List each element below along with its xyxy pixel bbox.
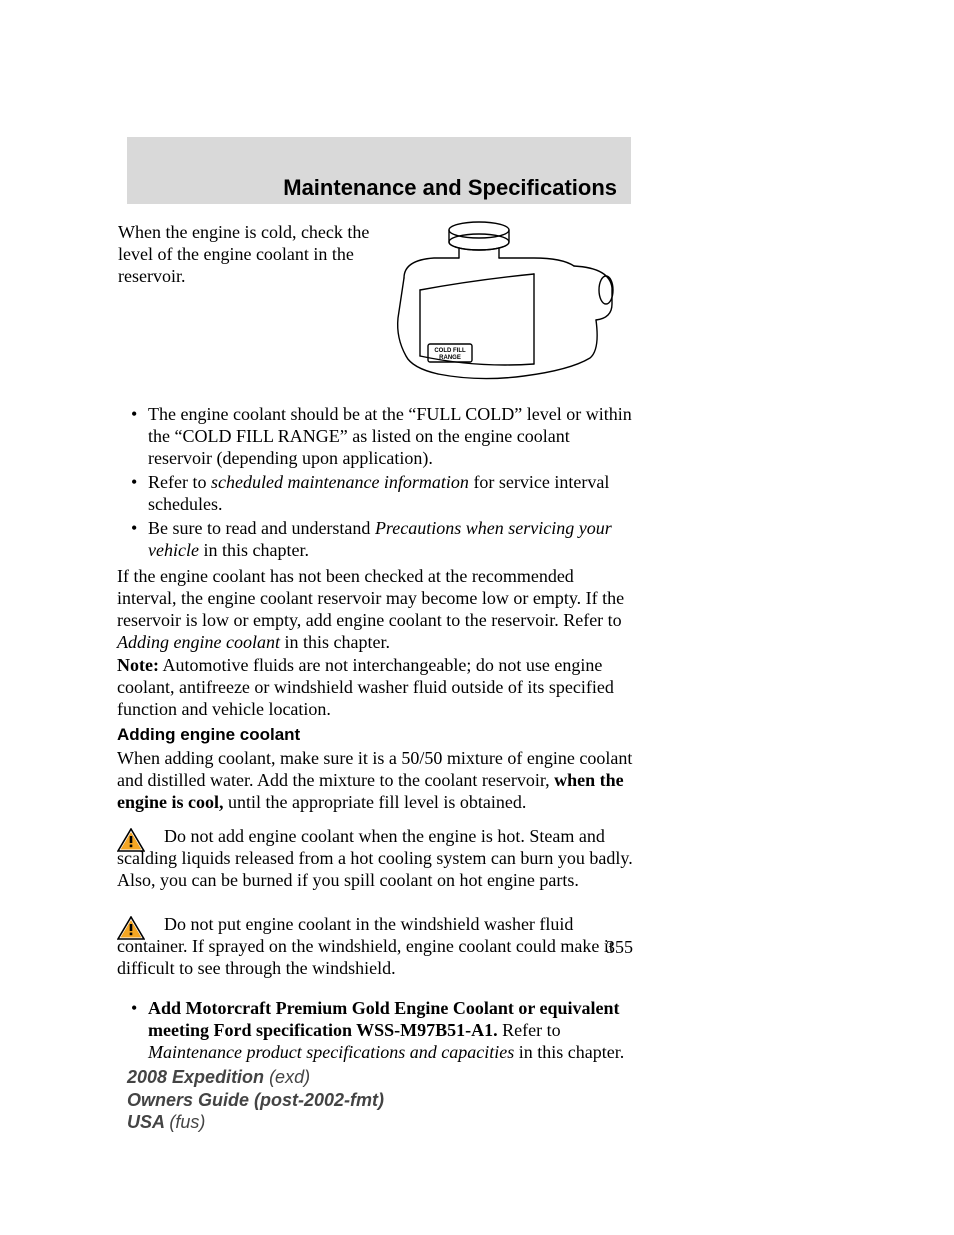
bullet-text-pre: Be sure to read and understand bbox=[148, 518, 375, 538]
footer-region-code: (fus) bbox=[169, 1112, 205, 1132]
bullet-ital: Maintenance product specifications and c… bbox=[148, 1042, 514, 1062]
page: Maintenance and Specifications When the … bbox=[0, 0, 954, 1235]
section-title: Maintenance and Specifications bbox=[127, 175, 631, 201]
bullet-list-1: The engine coolant should be at the “FUL… bbox=[117, 404, 633, 562]
warning-text: Do not add engine coolant when the engin… bbox=[117, 826, 633, 892]
body-content: The engine coolant should be at the “FUL… bbox=[117, 404, 633, 1068]
subheading: Adding engine coolant bbox=[117, 725, 633, 746]
para-post: in this chapter. bbox=[280, 632, 390, 652]
bullet-post-post: in this chapter. bbox=[514, 1042, 624, 1062]
footer-model: 2008 Expedition bbox=[127, 1067, 269, 1087]
coolant-reservoir-illustration: COLD FILL RANGE bbox=[384, 218, 634, 388]
para-ital: Adding engine coolant bbox=[117, 632, 280, 652]
paragraph: If the engine coolant has not been check… bbox=[117, 566, 633, 654]
bullet-text-ital: scheduled maintenance information bbox=[211, 472, 469, 492]
page-number: 355 bbox=[117, 937, 633, 958]
list-item: Refer to scheduled maintenance informati… bbox=[117, 472, 633, 516]
paragraph: When adding coolant, make sure it is a 5… bbox=[117, 748, 633, 814]
bullet-list-2: Add Motorcraft Premium Gold Engine Coola… bbox=[117, 998, 633, 1064]
note-label: Note: bbox=[117, 655, 159, 675]
bullet-post-pre: Refer to bbox=[498, 1020, 561, 1040]
note-paragraph: Note: Automotive fluids are not intercha… bbox=[117, 655, 633, 721]
list-item: Be sure to read and understand Precautio… bbox=[117, 518, 633, 562]
footer-region: USA bbox=[127, 1112, 169, 1132]
footer: 2008 Expedition (exd) Owners Guide (post… bbox=[127, 1066, 384, 1134]
para-pre: If the engine coolant has not been check… bbox=[117, 566, 624, 630]
bullet-text-pre: Refer to bbox=[148, 472, 211, 492]
bullet-text: The engine coolant should be at the “FUL… bbox=[148, 404, 632, 468]
list-item: The engine coolant should be at the “FUL… bbox=[117, 404, 633, 470]
footer-line-1: 2008 Expedition (exd) bbox=[127, 1066, 384, 1089]
svg-text:RANGE: RANGE bbox=[439, 355, 461, 361]
bullet-text-post: in this chapter. bbox=[199, 540, 309, 560]
footer-code: (exd) bbox=[269, 1067, 310, 1087]
list-item: Add Motorcraft Premium Gold Engine Coola… bbox=[117, 998, 633, 1064]
footer-line-3: USA (fus) bbox=[127, 1111, 384, 1134]
warning-icon bbox=[117, 828, 145, 852]
warning-box-1: Do not add engine coolant when the engin… bbox=[117, 826, 633, 892]
note-text: Automotive fluids are not interchangeabl… bbox=[117, 655, 614, 719]
svg-text:COLD FILL: COLD FILL bbox=[434, 348, 466, 354]
intro-paragraph: When the engine is cold, check the level… bbox=[118, 222, 374, 288]
para-post: until the appropriate fill level is obta… bbox=[224, 792, 527, 812]
footer-guide: Owners Guide (post-2002-fmt) bbox=[127, 1090, 384, 1110]
footer-line-2: Owners Guide (post-2002-fmt) bbox=[127, 1089, 384, 1112]
